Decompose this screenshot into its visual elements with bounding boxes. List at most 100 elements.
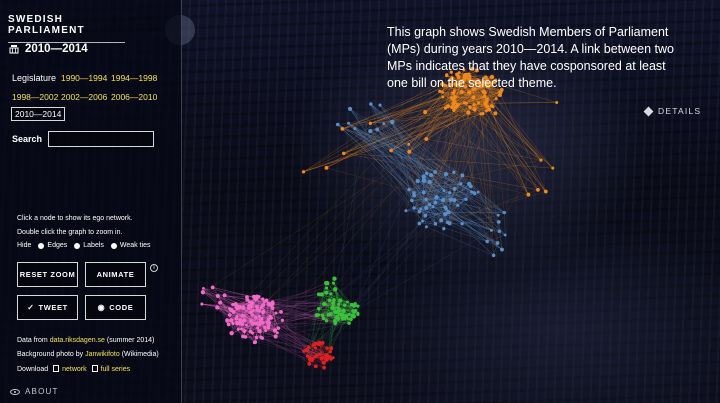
- graph-node[interactable]: [457, 71, 461, 75]
- graph-node[interactable]: [235, 320, 239, 324]
- graph-node[interactable]: [421, 174, 426, 179]
- graph-node[interactable]: [340, 316, 346, 321]
- graph-node[interactable]: [329, 357, 333, 361]
- graph-node[interactable]: [410, 198, 414, 203]
- graph-node[interactable]: [483, 75, 488, 80]
- graph-node[interactable]: [471, 95, 476, 100]
- graph-node[interactable]: [262, 300, 266, 304]
- graph-node[interactable]: [328, 350, 333, 354]
- graph-node[interactable]: [496, 220, 501, 224]
- graph-node[interactable]: [228, 307, 231, 310]
- graph-node[interactable]: [236, 327, 240, 331]
- graph-node[interactable]: [452, 170, 456, 174]
- photo-author-link[interactable]: Janwikifoto: [85, 351, 120, 358]
- graph-node[interactable]: [476, 78, 480, 82]
- graph-node[interactable]: [331, 356, 335, 360]
- graph-node[interactable]: [476, 190, 480, 194]
- graph-node[interactable]: [249, 319, 253, 324]
- graph-node[interactable]: [231, 321, 235, 326]
- graph-node[interactable]: [332, 306, 336, 310]
- graph-node[interactable]: [352, 309, 357, 314]
- graph-node[interactable]: [459, 90, 464, 94]
- graph-node[interactable]: [321, 360, 326, 365]
- graph-node[interactable]: [333, 287, 338, 292]
- graph-node[interactable]: [467, 77, 472, 82]
- graph-node[interactable]: [448, 197, 454, 202]
- graph-node[interactable]: [502, 211, 506, 215]
- graph-node[interactable]: [333, 321, 337, 326]
- graph-node[interactable]: [259, 335, 263, 340]
- graph-node[interactable]: [202, 286, 205, 290]
- graph-node[interactable]: [368, 121, 373, 125]
- graph-node[interactable]: [368, 128, 373, 134]
- graph-node[interactable]: [301, 170, 306, 174]
- graph-node[interactable]: [251, 321, 256, 326]
- graph-node[interactable]: [341, 308, 346, 314]
- graph-node[interactable]: [497, 229, 502, 234]
- graph-node[interactable]: [441, 95, 445, 99]
- legislature-2002-2006[interactable]: 2002—2006: [61, 92, 108, 102]
- graph-node[interactable]: [325, 280, 330, 286]
- graph-node[interactable]: [306, 345, 311, 349]
- graph-node[interactable]: [433, 222, 438, 226]
- info-icon[interactable]: i: [150, 264, 158, 272]
- graph-node[interactable]: [210, 285, 215, 290]
- graph-node[interactable]: [254, 304, 259, 309]
- graph-node[interactable]: [460, 79, 464, 83]
- graph-node[interactable]: [444, 73, 449, 78]
- graph-node[interactable]: [242, 318, 247, 323]
- graph-node[interactable]: [350, 313, 355, 318]
- graph-node[interactable]: [324, 318, 329, 323]
- graph-node[interactable]: [320, 340, 325, 345]
- graph-node[interactable]: [470, 66, 475, 71]
- graph-node[interactable]: [427, 202, 432, 207]
- graph-node[interactable]: [424, 197, 428, 202]
- graph-node[interactable]: [536, 187, 540, 192]
- graph-node[interactable]: [263, 325, 267, 330]
- graph-node[interactable]: [331, 301, 336, 306]
- graph-node[interactable]: [450, 97, 455, 102]
- graph-node[interactable]: [340, 127, 345, 131]
- graph-node[interactable]: [257, 322, 261, 327]
- graph-node[interactable]: [484, 99, 489, 103]
- graph-node[interactable]: [464, 197, 468, 202]
- graph-node[interactable]: [319, 292, 324, 297]
- graph-node[interactable]: [241, 334, 245, 339]
- graph-node[interactable]: [261, 297, 265, 301]
- graph-node[interactable]: [227, 313, 232, 317]
- graph-node[interactable]: [250, 313, 254, 317]
- graph-node[interactable]: [322, 365, 327, 370]
- graph-node[interactable]: [466, 110, 471, 115]
- graph-node[interactable]: [471, 87, 475, 91]
- graph-node[interactable]: [329, 292, 333, 296]
- graph-node[interactable]: [257, 314, 261, 318]
- graph-node[interactable]: [356, 304, 360, 308]
- graph-node[interactable]: [440, 197, 446, 203]
- graph-node[interactable]: [448, 191, 452, 195]
- graph-node[interactable]: [275, 331, 279, 335]
- legislature-1998-2002[interactable]: 1998—2002: [12, 92, 59, 102]
- graph-node[interactable]: [317, 306, 321, 311]
- graph-node[interactable]: [337, 312, 342, 317]
- graph-node[interactable]: [266, 320, 272, 326]
- graph-node[interactable]: [489, 83, 493, 87]
- graph-node[interactable]: [251, 301, 255, 305]
- hide-weak-ties-toggle[interactable]: Weak ties: [110, 242, 151, 249]
- graph-node[interactable]: [333, 318, 337, 323]
- graph-node[interactable]: [440, 82, 445, 87]
- graph-node[interactable]: [317, 352, 322, 356]
- graph-node[interactable]: [459, 182, 463, 186]
- graph-node[interactable]: [431, 205, 435, 209]
- graph-node[interactable]: [481, 79, 486, 84]
- weak-ties-checkbox[interactable]: [110, 242, 117, 249]
- graph-node[interactable]: [493, 111, 498, 116]
- graph-node[interactable]: [382, 122, 386, 126]
- graph-node[interactable]: [320, 313, 325, 317]
- graph-node[interactable]: [442, 189, 446, 193]
- graph-node[interactable]: [256, 326, 260, 330]
- graph-node[interactable]: [307, 362, 312, 366]
- graph-node[interactable]: [271, 306, 275, 311]
- graph-node[interactable]: [470, 190, 474, 194]
- graph-node[interactable]: [446, 210, 451, 215]
- network-download-link[interactable]: network: [62, 366, 87, 373]
